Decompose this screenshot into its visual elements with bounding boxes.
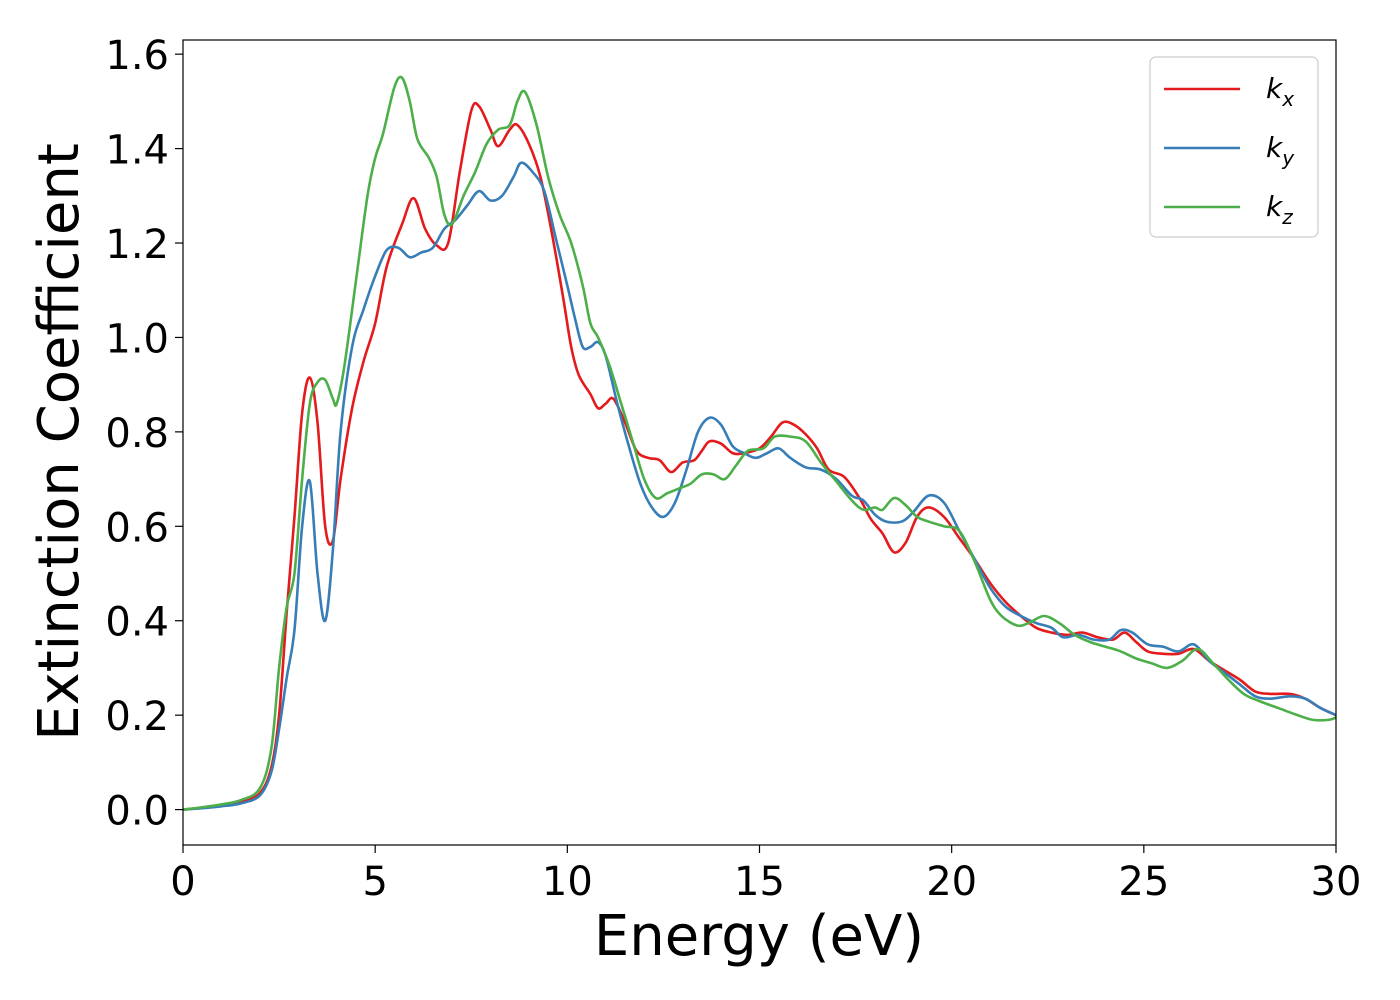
- y-tick-label: 1.6: [105, 33, 169, 79]
- x-axis-label: Energy (eV): [594, 904, 924, 969]
- legend-label-x: kx: [1266, 72, 1294, 111]
- x-axis: 0 5 10 15 20 25 30: [170, 845, 1361, 905]
- y-tick-label: 1.2: [105, 222, 169, 268]
- y-tick-label: 1.0: [105, 316, 169, 362]
- x-tick-label: 15: [734, 859, 785, 905]
- x-tick-label: 5: [362, 859, 387, 905]
- series-line-x: [182, 101, 1337, 811]
- y-tick-label: 0.8: [105, 411, 169, 457]
- x-tick-label: 0: [170, 859, 195, 905]
- y-axis: 0.0 0.2 0.4 0.6 0.8 1.0 1.2 1.4 1.6: [105, 33, 183, 835]
- legend-label-y: ky: [1266, 131, 1295, 170]
- x-tick-label: 30: [1311, 859, 1362, 905]
- x-tick-label: 25: [1118, 859, 1169, 905]
- legend: kx ky kz: [1149, 56, 1319, 238]
- y-tick-label: 0.4: [105, 600, 169, 646]
- plot-area: [183, 40, 1336, 845]
- y-tick-label: 0.6: [105, 505, 169, 551]
- y-axis-label: Extinction Coefficient: [27, 143, 92, 741]
- y-tick-label: 0.2: [105, 694, 169, 740]
- x-tick-label: 10: [542, 859, 593, 905]
- legend-label-z: kz: [1266, 190, 1293, 229]
- y-tick-label: 0.0: [105, 789, 169, 835]
- series-line-z: [182, 75, 1337, 811]
- x-tick-label: 20: [926, 859, 977, 905]
- series-line-y: [182, 161, 1337, 811]
- series-group: [182, 75, 1337, 811]
- y-tick-label: 1.4: [105, 128, 169, 174]
